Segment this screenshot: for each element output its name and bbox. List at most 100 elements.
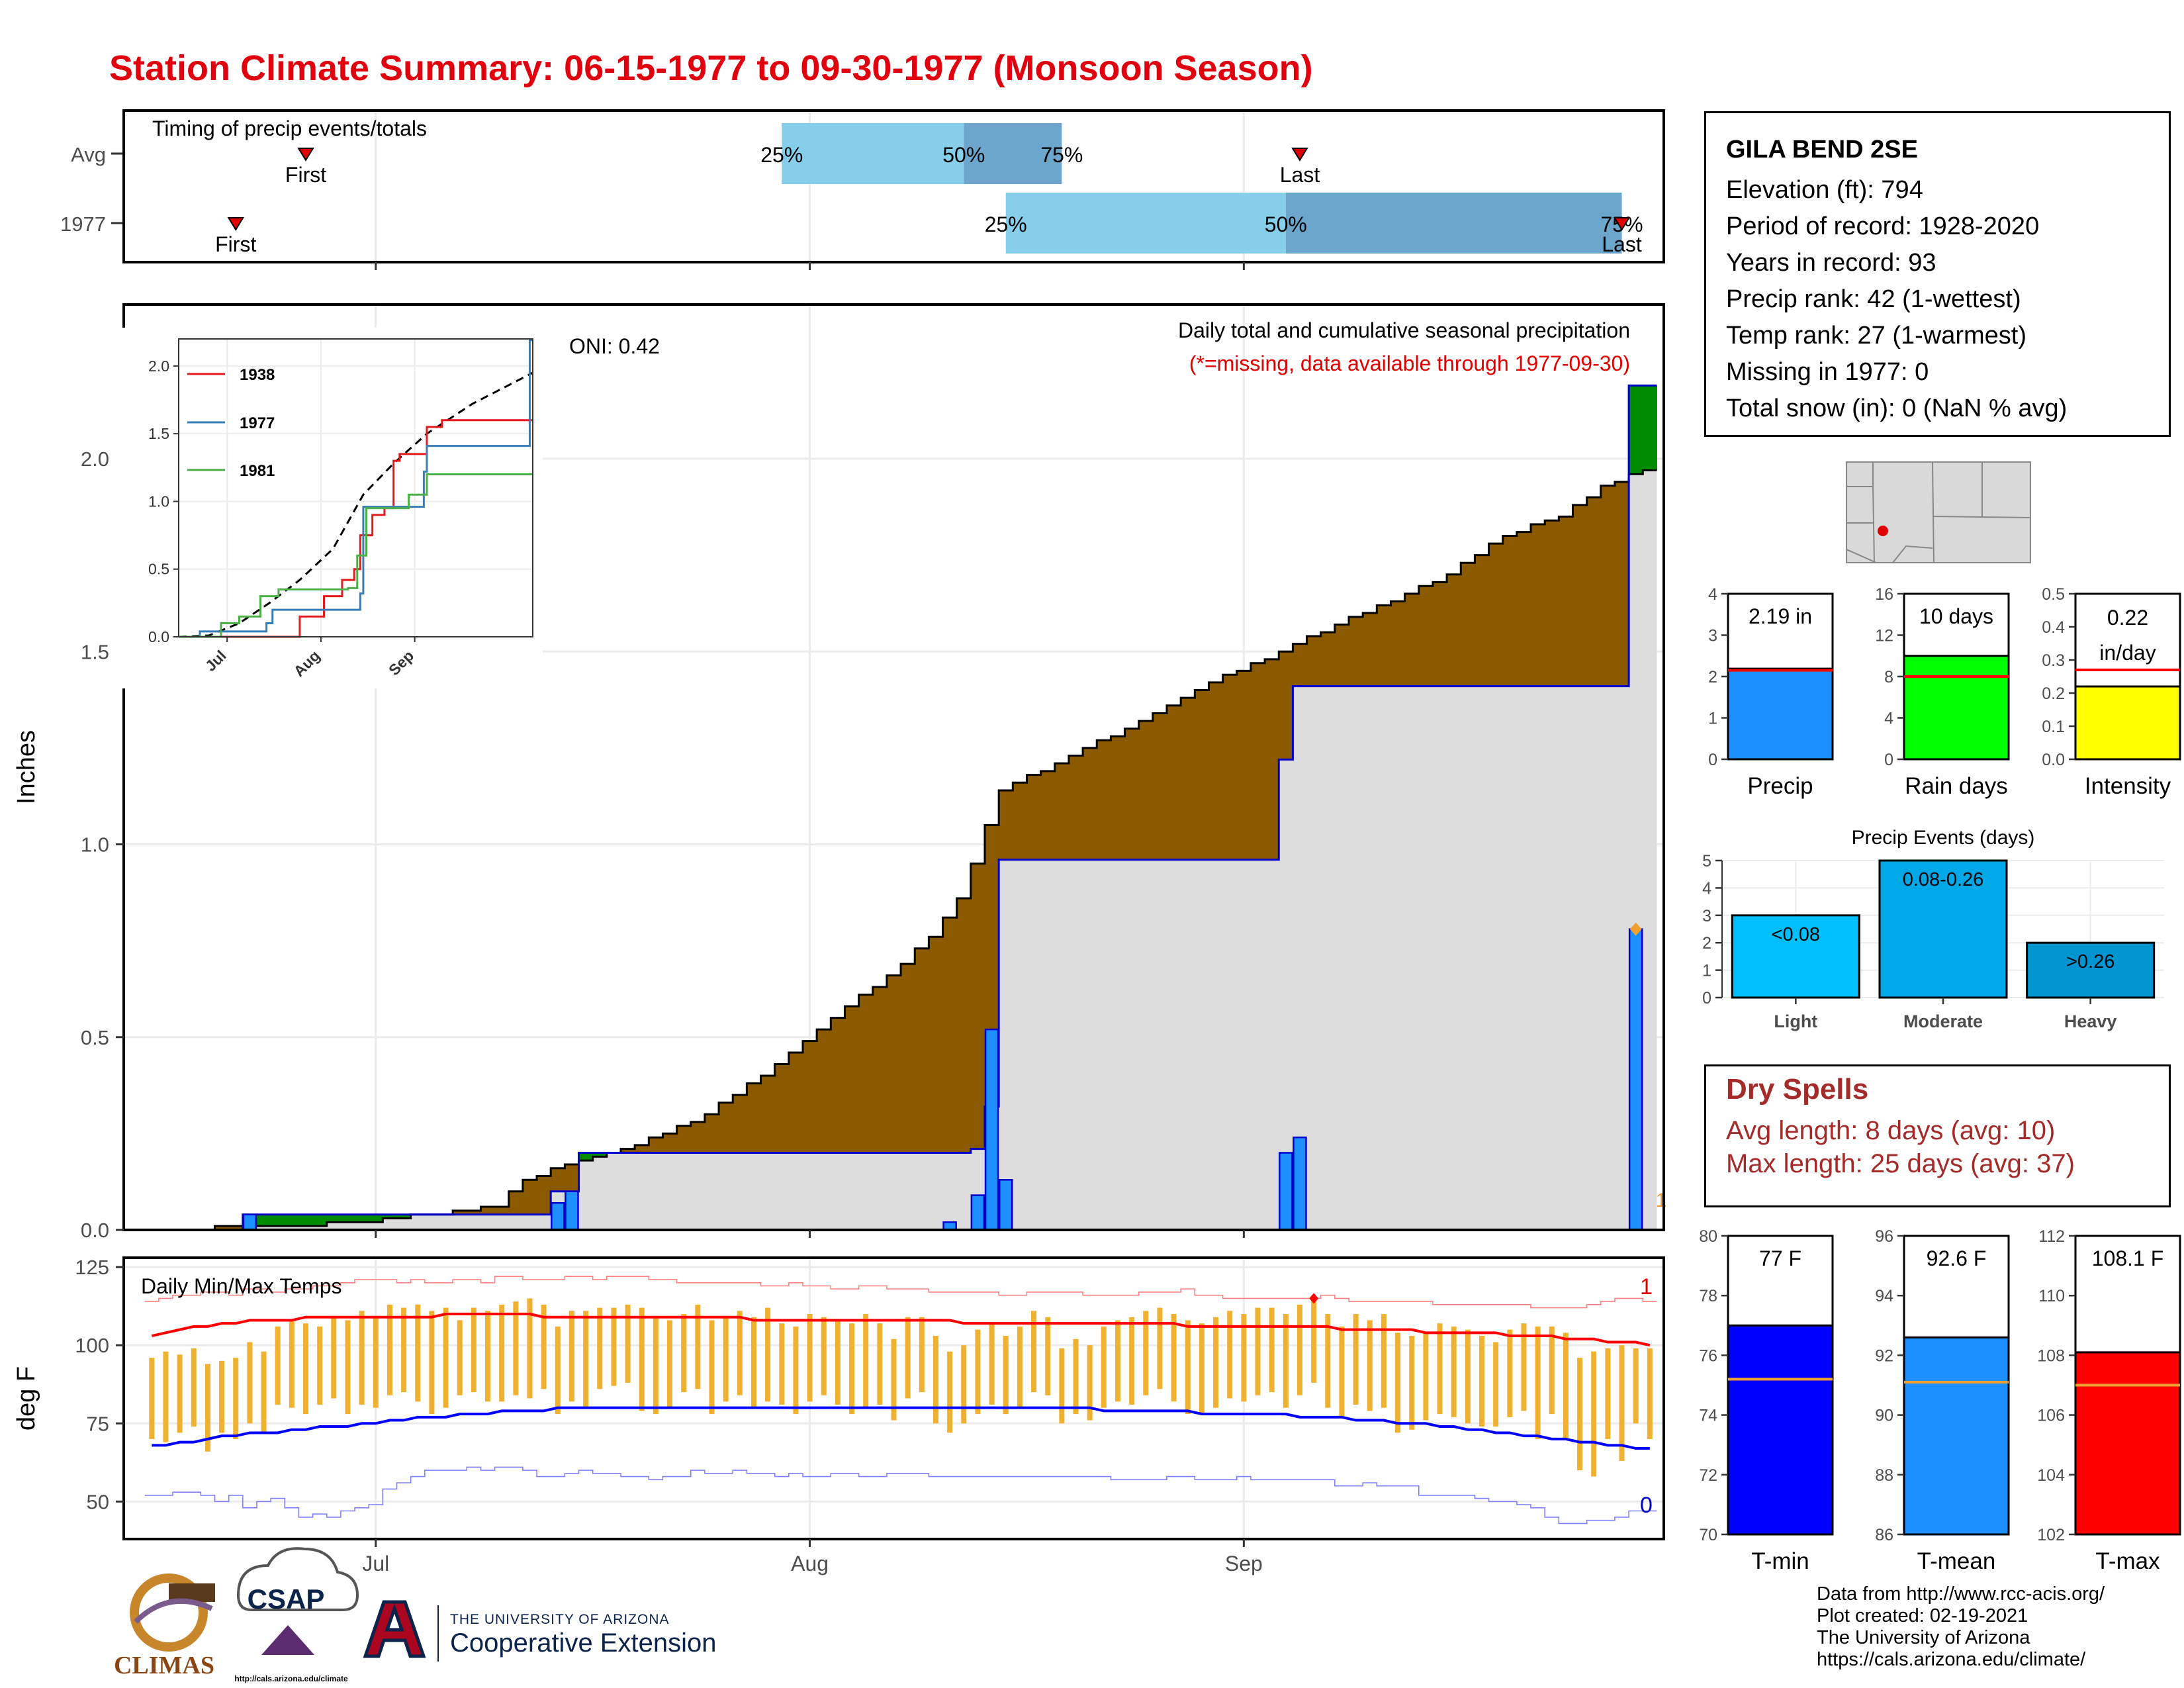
temps-daily-bar [765, 1307, 771, 1402]
events-ytick-label: 5 [1702, 852, 1711, 870]
temps-ylabel: deg F [13, 1366, 40, 1430]
timing-title: Timing of precip events/totals [152, 117, 427, 140]
temp-total-name-label: T-min [1751, 1548, 1809, 1574]
temps-daily-bar [1227, 1311, 1233, 1399]
precip-deficit-area [1026, 774, 1042, 860]
inset-legend-label: 1977 [240, 414, 275, 432]
temps-daily-bar [1199, 1323, 1205, 1415]
temps-ytick-label: 75 [87, 1412, 109, 1435]
temp-total-ytick-label: 76 [1699, 1346, 1717, 1365]
precip-deficit-area [1461, 563, 1476, 686]
precip-deficit-area [942, 917, 958, 1153]
credit-data-source: Data from http://www.rcc-acis.org/ [1817, 1583, 2105, 1605]
temps-daily-bar [1367, 1320, 1373, 1411]
temps-daily-bar [289, 1320, 295, 1408]
precip-deficit-area [1097, 740, 1111, 860]
temp-total-ytick-label: 112 [2038, 1227, 2065, 1246]
timing-q50-label: 50% [1265, 212, 1307, 236]
precip-ytick-label: 1.5 [81, 640, 109, 663]
timing-last-marker [1291, 148, 1308, 162]
precip-deficit-area [1572, 504, 1588, 686]
precip-deficit-area [858, 994, 874, 1153]
temps-daily-bar [821, 1317, 827, 1395]
precip-total-value-label: 10 days [1919, 604, 1993, 628]
temps-daily-bar [1297, 1304, 1302, 1395]
temp-total-ytick-label: 94 [1875, 1287, 1893, 1305]
timing-q25-q50-bar [782, 123, 964, 184]
precip-deficit-area [1167, 705, 1181, 860]
temps-daily-bar [247, 1342, 253, 1424]
precip-total-ytick-label: 16 [1875, 585, 1893, 604]
page-title: Station Climate Summary: 06-15-1977 to 0… [109, 48, 1313, 88]
precip-surplus-area [383, 1214, 398, 1219]
temps-daily-bar [1437, 1323, 1443, 1415]
temp-total-ytick-label: 86 [1875, 1526, 1893, 1544]
temps-record-high-label: 1 [1640, 1274, 1653, 1299]
precip-total-value-label: 2.19 in [1749, 604, 1812, 628]
temps-daily-bar [667, 1320, 673, 1408]
precip-total-name-label: Precip [1747, 773, 1813, 799]
temps-daily-bar [373, 1317, 379, 1408]
temps-daily-bar [1325, 1314, 1331, 1408]
precip-deficit-area [1531, 524, 1545, 686]
temps-record-min-line [144, 1466, 1657, 1524]
events-ytick-label: 1 [1702, 962, 1711, 980]
temps-avg-min-line [152, 1406, 1650, 1450]
temps-daily-bar [1213, 1317, 1219, 1408]
precip-deficit-area [1111, 736, 1126, 860]
temps-daily-bar [653, 1317, 659, 1415]
inset-bg [113, 328, 543, 688]
climas-logo-ring [130, 1573, 208, 1652]
precip-total-bar [2074, 685, 2181, 761]
precip-deficit-area [537, 1176, 551, 1215]
temps-daily-bar [1591, 1351, 1597, 1477]
precip-deficit-area [719, 1102, 733, 1153]
precip-deficit-area [1545, 520, 1559, 686]
station-missing: Missing in 1977: 0 [1726, 358, 1929, 386]
precip-events-chart: <0.08 Light 0.08-0.26 Moderate >0.26 Heavy 0 1 2… [1702, 827, 2164, 1031]
csap-logo-text: CSAP [248, 1583, 325, 1615]
timing-q75-label: 75% [1040, 143, 1083, 167]
temps-daily-bar [1255, 1307, 1261, 1395]
temps-daily-bar [975, 1329, 981, 1415]
precip-deficit-area [1488, 543, 1504, 686]
dry-spells-title: Dry Spells [1726, 1073, 1869, 1105]
temps-daily-bar [625, 1304, 631, 1383]
inset-ytick-label: 1.5 [148, 425, 169, 442]
precip-total-bar [1727, 667, 1834, 761]
temp-total-ytick-label: 80 [1699, 1227, 1717, 1246]
events-ytick-label: 4 [1702, 879, 1711, 898]
precip-deficit-area [690, 1121, 705, 1153]
temp-total-ytick-label: 104 [2037, 1466, 2065, 1485]
temps-daily-bar [1633, 1348, 1639, 1424]
dry-spells-box: Dry Spells Avg length: 8 days (avg: 10) … [1704, 1064, 2171, 1207]
precip-deficit-area [1265, 659, 1279, 860]
temps-daily-bar [1465, 1329, 1471, 1424]
precip-surplus-area [369, 1214, 383, 1223]
temps-daily-bar [1619, 1345, 1625, 1461]
temp-total-ytick-label: 92 [1875, 1346, 1893, 1365]
temps-daily-bar [1017, 1326, 1023, 1408]
precip-total-ytick-label: 2 [1708, 668, 1717, 686]
temp-total-name-label: T-mean [1917, 1548, 1996, 1574]
temps-daily-bar [793, 1326, 799, 1415]
precip-deficit-area [956, 898, 972, 1153]
locator-map-background [1846, 461, 2031, 563]
precip-deficit-area [1013, 782, 1028, 860]
precip-deficit-area [929, 937, 944, 1153]
temps-daily-bar [835, 1320, 841, 1405]
temps-daily-bar [1269, 1307, 1275, 1393]
temps-daily-bar [1535, 1326, 1541, 1439]
precip-surplus-area [285, 1214, 300, 1227]
temps-daily-bar [681, 1314, 687, 1393]
precip-deficit-area [1068, 755, 1083, 860]
temps-daily-bar [1479, 1336, 1484, 1427]
station-info-box: GILA BEND 2SE Elevation (ft): 794 Period… [1704, 111, 2171, 437]
locator-map-borders [1846, 461, 2031, 563]
temps-daily-bar [1493, 1342, 1499, 1427]
precip-surplus-area [578, 1152, 594, 1161]
temps-daily-bar [205, 1364, 210, 1452]
temps-daily-bar [429, 1311, 435, 1415]
temps-daily-bar [905, 1317, 911, 1399]
